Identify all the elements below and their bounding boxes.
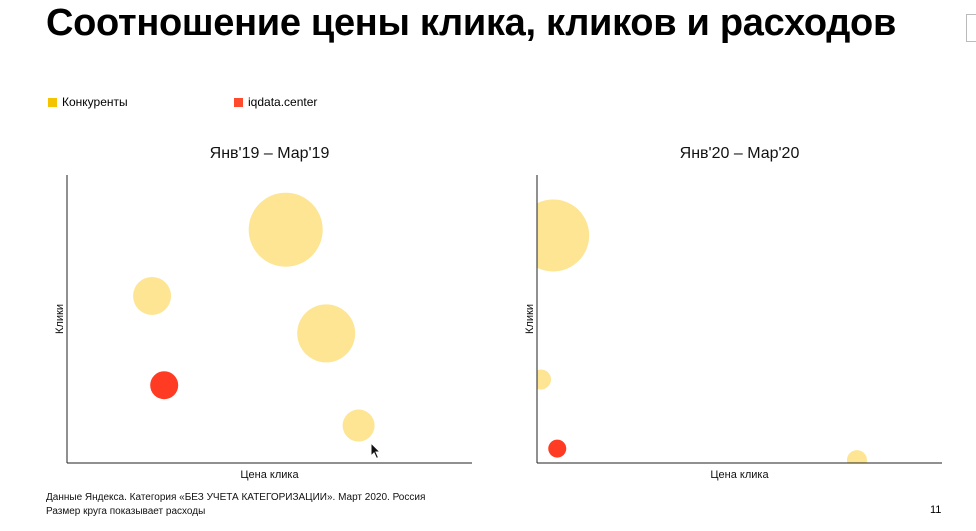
x-axis-label: Цена клика	[710, 469, 769, 481]
bubble-iqdata	[548, 439, 567, 458]
x-axis-label: Цена клика	[240, 469, 299, 481]
bubble-iqdata	[150, 371, 179, 400]
bubble-chart-2020: Янв'20 – Мар'20 Цена клика Клики	[510, 135, 950, 485]
chart-title: Янв'20 – Мар'20	[680, 145, 800, 162]
y-axis-label: Клики	[524, 304, 536, 334]
page-number: 11	[930, 504, 942, 516]
chart-svg: Янв'19 – Мар'19 Цена клика Клики	[54, 145, 472, 481]
legend-swatch-competitors	[48, 97, 57, 107]
bubble-competitor	[248, 192, 323, 267]
bubble-competitor	[537, 369, 552, 390]
bubble-chart-2019: Янв'19 – Мар'19 Цена клика Клики	[40, 135, 480, 485]
footer-note: Данные Яндекса. Категория «БЕЗ УЧЕТА КАТ…	[46, 491, 425, 519]
chart-svg: Янв'20 – Мар'20 Цена клика Клики	[524, 145, 942, 481]
legend-label-competitors: Конкуренты	[62, 95, 128, 109]
bubble-competitor	[537, 199, 590, 272]
window-edge-tab	[966, 14, 976, 42]
footer-source: Данные Яндекса. Категория «БЕЗ УЧЕТА КАТ…	[46, 492, 426, 503]
legend-label-iqdata: iqdata.center	[248, 95, 318, 109]
bubbles-group	[133, 192, 375, 442]
bubble-competitor	[846, 450, 867, 463]
bubble-competitor	[297, 304, 356, 363]
legend-item-competitors: Конкуренты	[48, 95, 234, 109]
slide-title: Соотношение цены клика, кликов и расходо…	[46, 2, 897, 44]
footer-size-note: Размер круга показывает расходы	[46, 506, 206, 517]
bubble-competitor	[342, 409, 375, 442]
bubble-competitor	[133, 276, 172, 315]
mouse-cursor-icon	[370, 441, 382, 465]
legend: Конкуренты iqdata.center	[48, 95, 420, 109]
chart-title: Янв'19 – Мар'19	[210, 145, 330, 162]
y-axis-label: Клики	[54, 304, 66, 334]
legend-swatch-iqdata	[234, 97, 243, 107]
bubbles-group	[537, 199, 867, 463]
legend-item-iqdata: iqdata.center	[234, 95, 420, 109]
